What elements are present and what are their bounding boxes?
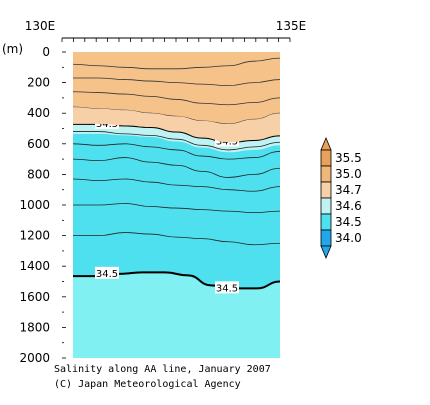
y-tick-label: 600 [27,137,50,151]
x-tick-label-130E: 130E [25,19,56,33]
colorbar-segment [320,229,332,247]
fresh-water-region [73,123,280,289]
colorbar-label: 34.6 [335,199,362,213]
plot-area: 34.534.534.534.5 [72,52,281,358]
x-axis-ticks [61,38,291,42]
contour-thin-fresh-5 [73,232,281,246]
colorbar-label: 35.0 [335,167,362,181]
contour-thin-salty-2 [72,91,281,106]
contour-label-upper-left: 34.5 [96,119,118,130]
transition-layer-region [73,107,280,143]
colorbar-label: 34.0 [335,231,362,245]
contour-thin-fresh-1 [72,143,281,160]
colorbar-segment [320,181,332,199]
chart-title: Salinity along AA line, January 2007 [54,364,271,375]
contour-thin-fresh-4 [73,203,281,214]
colorbar-top-arrow [320,136,332,151]
colorbar-segment [320,165,332,183]
contour-label-lower-right-bg [215,281,239,294]
x-tick-label-135E: 135E [276,19,307,33]
colorbar-label: 34.7 [335,183,362,197]
contour-label-lower-left: 34.5 [96,269,118,280]
colorbar-segment [320,213,332,231]
y-tick-label: 200 [27,76,50,90]
contour-thin-fresh-2 [72,157,281,178]
contour-thin-fresh-3 [72,178,281,192]
y-unit-label: (m) [2,42,23,56]
colorbar-segment [320,197,332,215]
colorbar-label: 35.5 [335,151,362,165]
y-tick-label: 1800 [19,320,50,334]
colorbar: 35.5 35.0 34.7 34.6 34.5 34.0 [320,136,362,260]
contour-thin-salty-1 [73,77,281,87]
contour-label-lower-right: 34.5 [216,283,238,294]
colorbar-bottom-arrow [320,245,332,260]
y-tick-label: 1200 [19,229,50,243]
y-tick-label: 2000 [19,351,50,365]
colorbar-segment [320,149,332,167]
y-tick-label: 400 [27,106,50,120]
contour-thin-salty-0 [72,57,281,70]
y-tick-label: 1400 [19,259,50,273]
y-tick-label: 0 [42,45,50,59]
y-tick-label: 800 [27,167,50,181]
contour-thin-fresh-0 [73,131,281,151]
colorbar-label: 34.5 [335,215,362,229]
contour-label-lower-left-bg [95,266,119,279]
credit-text: (C) Japan Meteorological Agency [54,379,241,390]
y-tick-label: 1600 [19,290,50,304]
y-axis: 0 200 400 600 800 1000 1200 1400 1600 1800 2000 [19,45,66,365]
y-tick-label: 1000 [19,198,50,212]
